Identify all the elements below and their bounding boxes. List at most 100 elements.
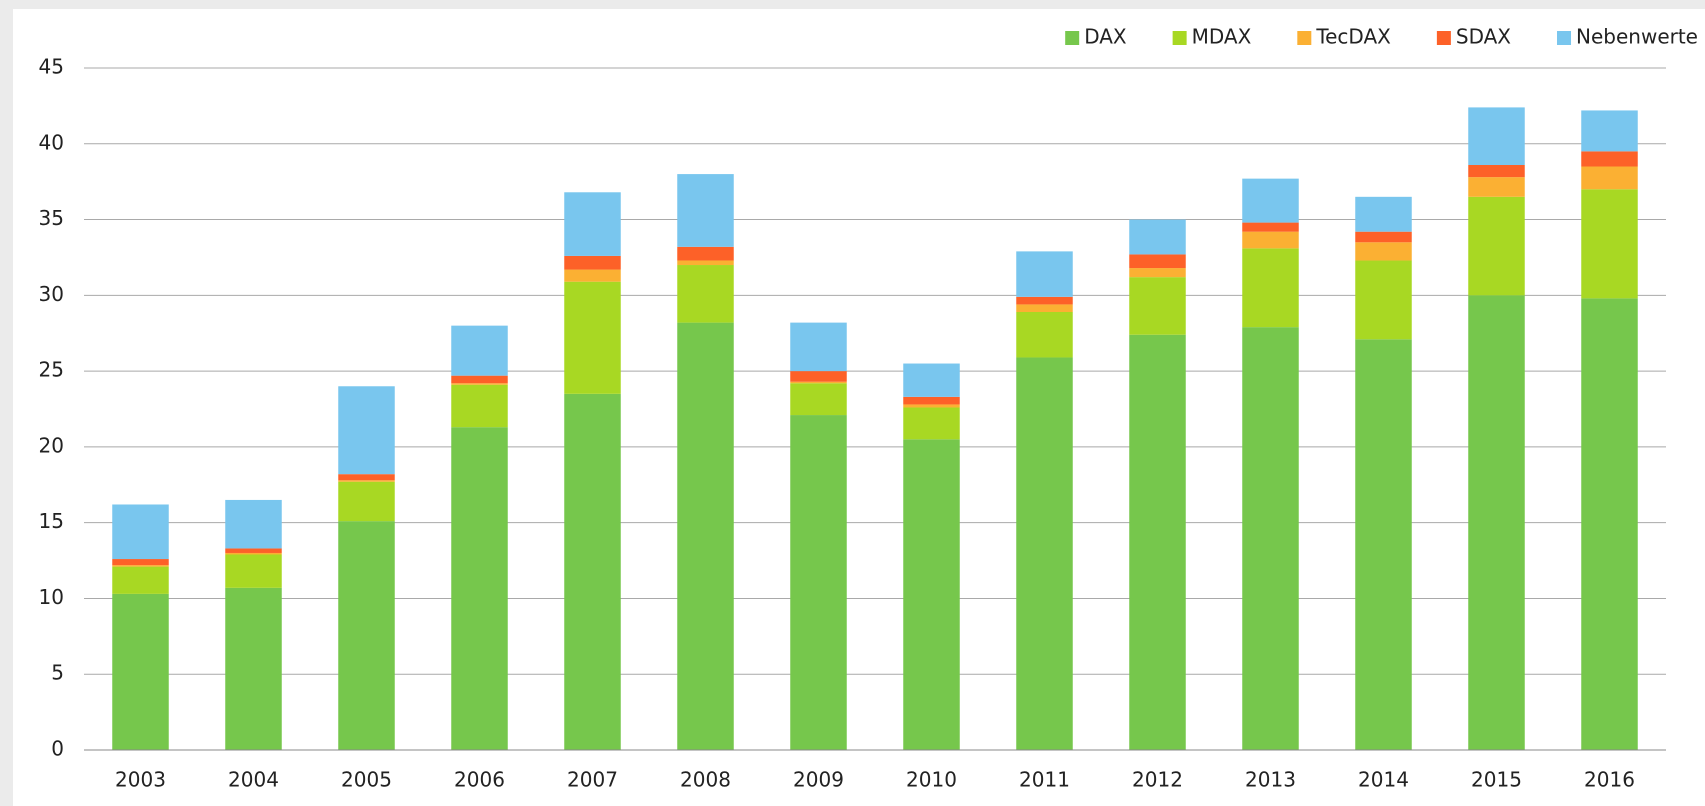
bar-segment bbox=[1581, 151, 1638, 167]
x-tick-label: 2015 bbox=[1471, 768, 1522, 792]
bar-segment bbox=[338, 386, 395, 475]
bar-segment bbox=[1242, 327, 1299, 750]
bar-segment bbox=[677, 174, 734, 247]
legend-swatch bbox=[1297, 31, 1312, 45]
bar-segment bbox=[1468, 177, 1525, 197]
bar-segment bbox=[1129, 219, 1186, 255]
y-tick-label: 25 bbox=[39, 358, 64, 382]
bar-segment bbox=[1016, 312, 1073, 358]
bar-segment bbox=[1242, 248, 1299, 328]
bar-segment bbox=[1242, 222, 1299, 232]
x-tick-label: 2009 bbox=[793, 768, 844, 792]
bar-segment bbox=[677, 265, 734, 323]
bar-segment bbox=[1581, 189, 1638, 299]
bar-segment bbox=[225, 499, 282, 549]
y-tick-label: 30 bbox=[39, 282, 64, 306]
bar-segment bbox=[112, 504, 169, 560]
legend-label: TecDAX bbox=[1315, 25, 1391, 49]
bar-segment bbox=[903, 407, 960, 440]
legend-swatch bbox=[1172, 31, 1187, 45]
bar-segment bbox=[451, 375, 508, 384]
x-tick-label: 2012 bbox=[1132, 768, 1183, 792]
bar-segment bbox=[338, 480, 395, 482]
x-tick-label: 2010 bbox=[906, 768, 957, 792]
bar-segment bbox=[338, 474, 395, 481]
bar-segment bbox=[225, 587, 282, 750]
bar-segment bbox=[451, 325, 508, 376]
bar-segment bbox=[225, 552, 282, 555]
x-tick-label: 2005 bbox=[341, 768, 392, 792]
x-tick-label: 2011 bbox=[1019, 768, 1070, 792]
bar-segment bbox=[1129, 254, 1186, 269]
bar-segment bbox=[1129, 277, 1186, 335]
bar-segment bbox=[1468, 295, 1525, 750]
bar-segment bbox=[225, 554, 282, 588]
bar-segment bbox=[1355, 196, 1412, 232]
bar-segment bbox=[1016, 251, 1073, 297]
x-tick-label: 2016 bbox=[1584, 768, 1635, 792]
bar-segment bbox=[903, 439, 960, 750]
x-tick-label: 2014 bbox=[1358, 768, 1409, 792]
bar-segment bbox=[1355, 242, 1412, 261]
y-tick-label: 35 bbox=[39, 206, 64, 230]
legend-label: SDAX bbox=[1456, 25, 1511, 49]
bar-segment bbox=[1016, 304, 1073, 313]
y-tick-label: 40 bbox=[39, 130, 64, 154]
bar-segment bbox=[564, 192, 621, 256]
x-tick-label: 2013 bbox=[1245, 768, 1296, 792]
bar-segment bbox=[338, 481, 395, 522]
bar-segment bbox=[1355, 231, 1412, 243]
chart-panel bbox=[13, 9, 1705, 806]
x-tick-label: 2003 bbox=[115, 768, 166, 792]
bar-segment bbox=[564, 281, 621, 394]
bar-segment bbox=[903, 363, 960, 397]
bar-segment bbox=[564, 269, 621, 282]
bar-segment bbox=[112, 593, 169, 750]
bar-segment bbox=[677, 322, 734, 750]
bar-segment bbox=[903, 396, 960, 405]
bar-segment bbox=[1581, 166, 1638, 190]
x-tick-label: 2007 bbox=[567, 768, 618, 792]
bar-segment bbox=[451, 383, 508, 385]
bar-segment bbox=[112, 559, 169, 566]
bar-segment bbox=[564, 255, 621, 270]
bar-segment bbox=[112, 565, 169, 567]
bar-segment bbox=[1242, 178, 1299, 223]
bar-segment bbox=[338, 521, 395, 750]
legend-label: DAX bbox=[1084, 25, 1127, 49]
legend-swatch bbox=[1436, 31, 1451, 45]
y-tick-label: 45 bbox=[39, 55, 64, 79]
bar-segment bbox=[225, 548, 282, 553]
x-tick-label: 2006 bbox=[454, 768, 505, 792]
bar-segment bbox=[677, 260, 734, 266]
bar-segment bbox=[677, 246, 734, 261]
bar-segment bbox=[1468, 164, 1525, 178]
legend-label: Nebenwerte bbox=[1576, 25, 1698, 49]
bar-segment bbox=[1129, 268, 1186, 278]
bar-segment bbox=[1581, 298, 1638, 750]
y-tick-label: 5 bbox=[51, 661, 64, 685]
x-tick-label: 2008 bbox=[680, 768, 731, 792]
legend-swatch bbox=[1065, 31, 1080, 45]
bar-segment bbox=[790, 383, 847, 416]
bar-segment bbox=[451, 427, 508, 750]
bar-segment bbox=[790, 322, 847, 372]
bar-segment bbox=[1242, 231, 1299, 249]
bar-segment bbox=[1129, 334, 1186, 750]
legend-swatch bbox=[1557, 31, 1572, 45]
bar-segment bbox=[1355, 339, 1412, 750]
bar-segment bbox=[1355, 260, 1412, 340]
legend-label: MDAX bbox=[1192, 25, 1252, 49]
y-tick-label: 0 bbox=[51, 737, 64, 761]
bar-segment bbox=[790, 371, 847, 382]
bar-segment bbox=[1016, 357, 1073, 750]
bar-segment bbox=[564, 393, 621, 750]
bar-segment bbox=[451, 384, 508, 428]
bar-segment bbox=[112, 566, 169, 594]
bar-segment bbox=[1468, 107, 1525, 165]
bar-segment bbox=[790, 381, 847, 384]
bar-segment bbox=[1468, 196, 1525, 296]
bar-segment bbox=[1016, 296, 1073, 305]
